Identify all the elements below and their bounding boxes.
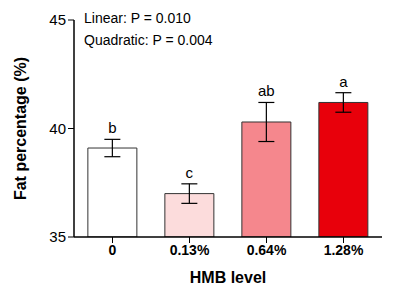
svg-text:0: 0 (109, 242, 117, 258)
html-text:Quadratic: P = 0.004: Quadratic: P = 0.004 (84, 32, 213, 48)
svg-text:HMB level: HMB level (190, 269, 266, 286)
svg-text:c: c (186, 164, 194, 181)
svg-text:0.13%: 0.13% (170, 242, 210, 258)
svg-text:1.28%: 1.28% (324, 242, 364, 258)
svg-text:Fat percentage (%): Fat percentage (%) (12, 57, 29, 200)
svg-text:40: 40 (49, 120, 66, 137)
svg-text:ab: ab (258, 82, 275, 99)
svg-text:b: b (108, 119, 116, 136)
svg-text:0.64%: 0.64% (247, 242, 287, 258)
html-text:Linear: P = 0.010: Linear: P = 0.010 (84, 10, 191, 26)
svg-text:a: a (339, 73, 348, 90)
svg-text:35: 35 (49, 228, 66, 245)
svg-text:45: 45 (49, 11, 66, 28)
